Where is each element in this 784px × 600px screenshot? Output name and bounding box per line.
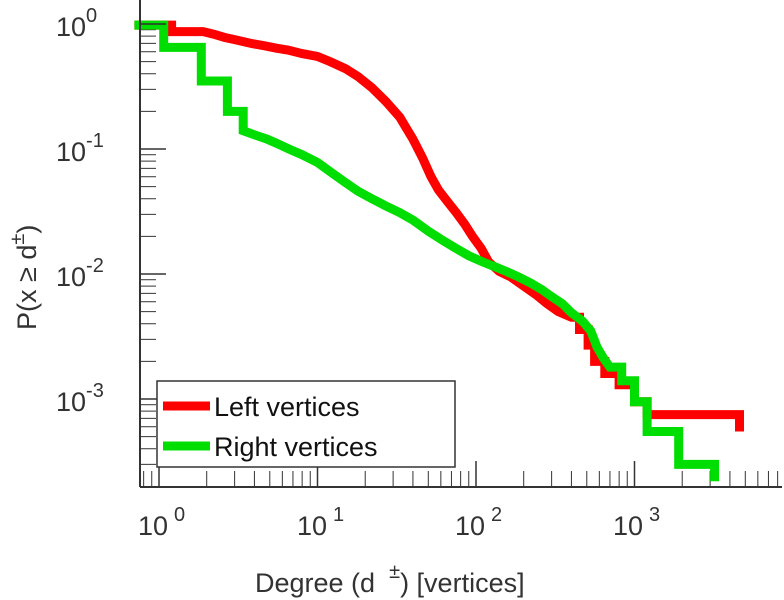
axes	[139, 0, 782, 488]
y-tick-label-1: 10-1	[56, 130, 104, 167]
x-tick-label-1: 10 1	[297, 504, 344, 541]
legend-box	[156, 380, 456, 468]
legend-label-right: Right vertices	[214, 432, 378, 462]
y-axis-label: P(x ≥ d±)	[7, 225, 42, 330]
legend: Left vertices Right vertices	[156, 380, 456, 468]
y-tick-label-3: 10-3	[56, 380, 104, 417]
x-tick-label-0: 10 0	[138, 504, 185, 541]
y-tick-label-2: 10-2	[56, 255, 104, 292]
minor-ticks	[140, 29, 779, 487]
series-line-right-vertices	[134, 20, 720, 482]
y-tick-label-0: 100	[56, 5, 97, 42]
x-axis-label: Degree (d ±) [vertices]	[255, 561, 525, 598]
legend-label-left: Left vertices	[214, 392, 360, 422]
x-tick-label-3: 10 3	[613, 504, 660, 541]
series-lines	[134, 20, 744, 482]
x-tick-label-2: 10 2	[455, 504, 502, 541]
